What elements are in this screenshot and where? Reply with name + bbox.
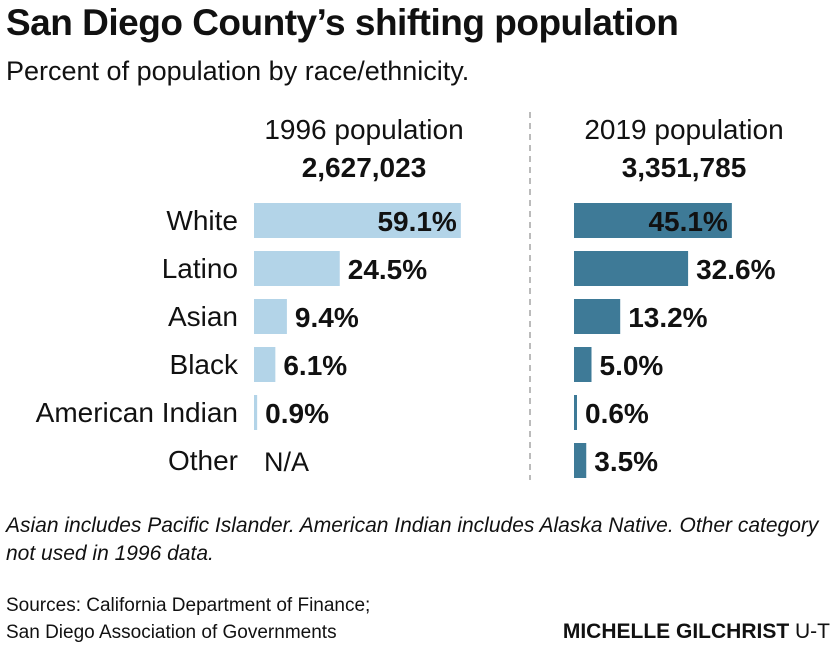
sources: Sources: California Department of Financ… bbox=[6, 592, 370, 646]
data-label: 0.6% bbox=[585, 398, 649, 429]
bar bbox=[254, 347, 276, 382]
bar bbox=[574, 347, 592, 382]
bar bbox=[574, 251, 689, 286]
data-label: 24.5% bbox=[348, 254, 427, 285]
sources-line-1: Sources: California Department of Financ… bbox=[6, 595, 371, 616]
data-label: 0.9% bbox=[265, 398, 329, 429]
bar bbox=[254, 251, 340, 286]
data-label: 6.1% bbox=[283, 350, 347, 381]
bar bbox=[254, 203, 461, 238]
category-label: Asian bbox=[168, 301, 238, 332]
bar bbox=[574, 203, 732, 238]
credit-org: U-T bbox=[795, 620, 830, 643]
series-total: 2,627,023 bbox=[302, 152, 427, 183]
data-label: 5.0% bbox=[600, 350, 664, 381]
data-label: 59.1% bbox=[377, 206, 456, 237]
category-label: Black bbox=[170, 349, 239, 380]
chart-title: San Diego County’s shifting population bbox=[6, 2, 679, 43]
bar bbox=[254, 299, 287, 334]
data-label: 32.6% bbox=[696, 254, 775, 285]
chart-note: Asian includes Pacific Islander. America… bbox=[6, 514, 819, 565]
category-label: Other bbox=[168, 445, 238, 476]
credit: MICHELLE GILCHRIST U-T bbox=[563, 620, 830, 644]
category-label: Latino bbox=[162, 253, 238, 284]
category-label: White bbox=[166, 205, 238, 236]
credit-name: MICHELLE GILCHRIST bbox=[562, 620, 790, 643]
series-total: 3,351,785 bbox=[622, 152, 747, 183]
series-name: 2019 population bbox=[584, 114, 783, 145]
bar-chart: White Latino Asian Black American Indian Othe… bbox=[36, 112, 784, 480]
sources-line-2: San Diego Association of Governments bbox=[6, 622, 337, 643]
series-name: 1996 population bbox=[264, 114, 463, 145]
data-label: 9.4% bbox=[295, 302, 359, 333]
bar bbox=[574, 395, 577, 430]
data-label: 13.2% bbox=[628, 302, 707, 333]
bar bbox=[254, 395, 258, 430]
bar bbox=[574, 443, 587, 478]
data-label: 3.5% bbox=[594, 446, 658, 477]
data-label: 45.1% bbox=[648, 206, 727, 237]
category-label: American Indian bbox=[36, 397, 238, 428]
data-label: N/A bbox=[264, 447, 309, 477]
chart-subtitle: Percent of population by race/ethnicity. bbox=[6, 56, 470, 86]
bar bbox=[574, 299, 621, 334]
